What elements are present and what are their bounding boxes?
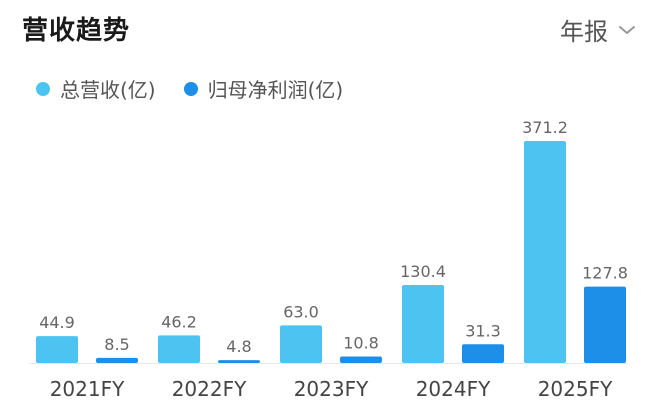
legend-item-revenue[interactable]: 总营收(亿) xyxy=(36,74,156,103)
chevron-down-icon xyxy=(619,25,635,34)
x-tick-label-2022FY: 2022FY xyxy=(172,377,247,401)
data-label-revenue-2025FY: 371.2 xyxy=(522,118,568,137)
x-tick-label-2024FY: 2024FY xyxy=(416,377,491,401)
page-title: 营收趋势 xyxy=(22,16,131,46)
data-label-net-profit-2025FY: 127.8 xyxy=(582,264,628,283)
x-tick-label-2023FY: 2023FY xyxy=(294,377,369,401)
bar-net-profit-2023FY[interactable] xyxy=(340,356,382,363)
data-label-revenue-2022FY: 46.2 xyxy=(161,312,197,331)
data-label-revenue-2023FY: 63.0 xyxy=(283,302,319,321)
bar-revenue-2021FY[interactable] xyxy=(36,336,78,363)
period-selector-label: 年报 xyxy=(560,18,608,46)
bar-net-profit-2021FY[interactable] xyxy=(96,357,138,363)
data-label-revenue-2021FY: 44.9 xyxy=(39,313,75,332)
data-label-net-profit-2022FY: 4.8 xyxy=(226,337,251,356)
legend-dot-revenue xyxy=(36,81,50,96)
x-tick-label-2025FY: 2025FY xyxy=(538,377,613,401)
bar-net-profit-2022FY[interactable] xyxy=(218,360,260,363)
chart-legend: 总营收(亿) 归母净利润(亿) xyxy=(36,74,371,103)
legend-item-net-profit[interactable]: 归母净利润(亿) xyxy=(183,74,344,103)
legend-dot-net-profit xyxy=(183,81,198,96)
data-label-net-profit-2021FY: 8.5 xyxy=(104,335,129,354)
bar-net-profit-2024FY[interactable] xyxy=(462,344,504,363)
bar-revenue-2024FY[interactable] xyxy=(402,285,444,363)
bar-revenue-2022FY[interactable] xyxy=(158,335,200,363)
x-tick-label-2021FY: 2021FY xyxy=(50,377,125,401)
period-selector[interactable]: 年报 xyxy=(560,12,636,47)
legend-label-net-profit: 归母净利润(亿) xyxy=(207,78,344,102)
data-label-revenue-2024FY: 130.4 xyxy=(400,262,446,281)
data-label-net-profit-2024FY: 31.3 xyxy=(465,321,501,340)
bar-net-profit-2025FY[interactable] xyxy=(584,286,626,363)
legend-label-revenue: 总营收(亿) xyxy=(60,78,156,102)
data-label-net-profit-2023FY: 10.8 xyxy=(343,334,379,353)
bar-revenue-2025FY[interactable] xyxy=(524,141,566,363)
bar-revenue-2023FY[interactable] xyxy=(280,325,322,363)
